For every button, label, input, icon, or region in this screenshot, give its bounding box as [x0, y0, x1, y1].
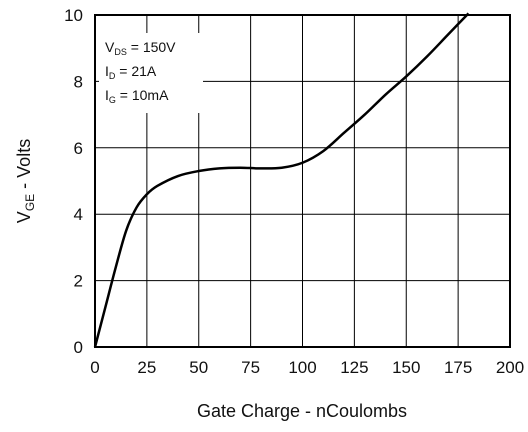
x-tick-label: 0 — [90, 358, 99, 377]
annotation-subscript: D — [109, 71, 116, 81]
y-tick-label: 2 — [74, 272, 83, 291]
y-tick-label: 0 — [74, 338, 83, 357]
y-axis-label-main: V — [14, 211, 34, 223]
x-tick-label: 25 — [137, 358, 156, 377]
annotation-subscript: G — [109, 95, 116, 105]
series-layer — [93, 12, 470, 348]
y-axis-label-suffix: - Volts — [14, 139, 34, 194]
annotation-line: IG = 10mA — [105, 87, 169, 105]
y-axis-label: VGE - Volts — [14, 139, 37, 223]
y-tick-labels: 0 2 4 6 8 10 — [64, 6, 83, 357]
series-line — [93, 12, 470, 348]
annotation-value: = 10mA — [116, 87, 169, 103]
y-tick-label: 10 — [64, 6, 83, 25]
annotation-value: = 21A — [115, 63, 157, 79]
annotation-subscript: DS — [114, 47, 127, 57]
x-axis-label: Gate Charge - nCoulombs — [197, 401, 407, 421]
annotation-value: = 150V — [127, 39, 176, 55]
x-tick-label: 50 — [189, 358, 208, 377]
annotation-line: ID = 21A — [105, 63, 157, 81]
annotation-background — [99, 33, 203, 113]
y-tick-label: 8 — [74, 72, 83, 91]
annotation-symbol: V — [105, 39, 115, 55]
y-tick-label: 4 — [74, 205, 83, 224]
annotation-symbol: I — [105, 63, 109, 79]
x-tick-label: 150 — [392, 358, 420, 377]
plot-frame — [94, 14, 511, 348]
annotation-line: VDS = 150V — [105, 39, 176, 57]
annotation-symbol: I — [105, 87, 109, 103]
x-tick-label: 100 — [288, 358, 316, 377]
x-tick-label: 75 — [241, 358, 260, 377]
x-tick-label: 125 — [340, 358, 368, 377]
y-axis-label-sub: GE — [23, 194, 37, 211]
x-tick-label: 175 — [444, 358, 472, 377]
x-tick-label: 200 — [496, 358, 524, 377]
x-tick-labels: 0 25 50 75 100 125 150 175 200 — [90, 358, 524, 377]
y-tick-label: 6 — [74, 139, 83, 158]
